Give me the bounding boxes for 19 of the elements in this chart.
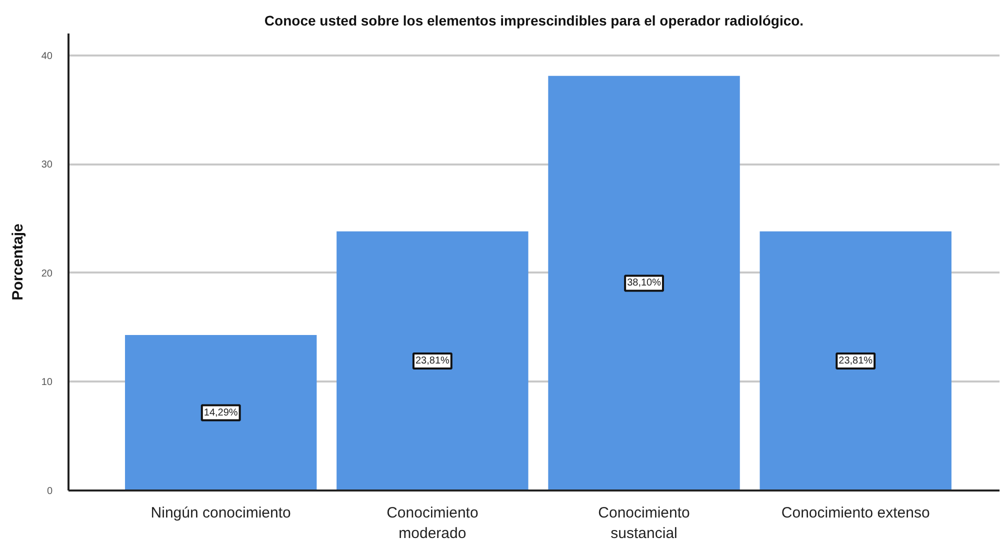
bar — [124, 335, 317, 490]
y-tick-label: 0 — [46, 486, 53, 497]
y-tick-label: 30 — [41, 160, 53, 171]
data-label: 14,29% — [204, 407, 238, 418]
chart-title: Conoce usted sobre los elementos imprescindibles para el operador radiológico. — [264, 12, 804, 28]
y-tick-label: 40 — [41, 50, 53, 62]
x-tick-label: Conocimiento moderado — [386, 504, 478, 542]
y-tick-label: 20 — [41, 268, 53, 280]
data-label: 23,81% — [415, 355, 450, 366]
y-axis-title: Porcentaje — [9, 224, 26, 300]
x-tick-label: Ningún conocimiento — [150, 504, 291, 522]
bar — [336, 231, 528, 490]
bar — [760, 231, 952, 490]
data-label: 38,10% — [627, 278, 662, 289]
data-label: 23,81% — [838, 355, 873, 366]
y-tick-label: 10 — [41, 377, 53, 388]
x-tick-label: Conocimiento extenso — [781, 504, 930, 522]
x-tick-label: Conocimiento sustancial — [598, 504, 690, 542]
bar — [548, 76, 740, 490]
